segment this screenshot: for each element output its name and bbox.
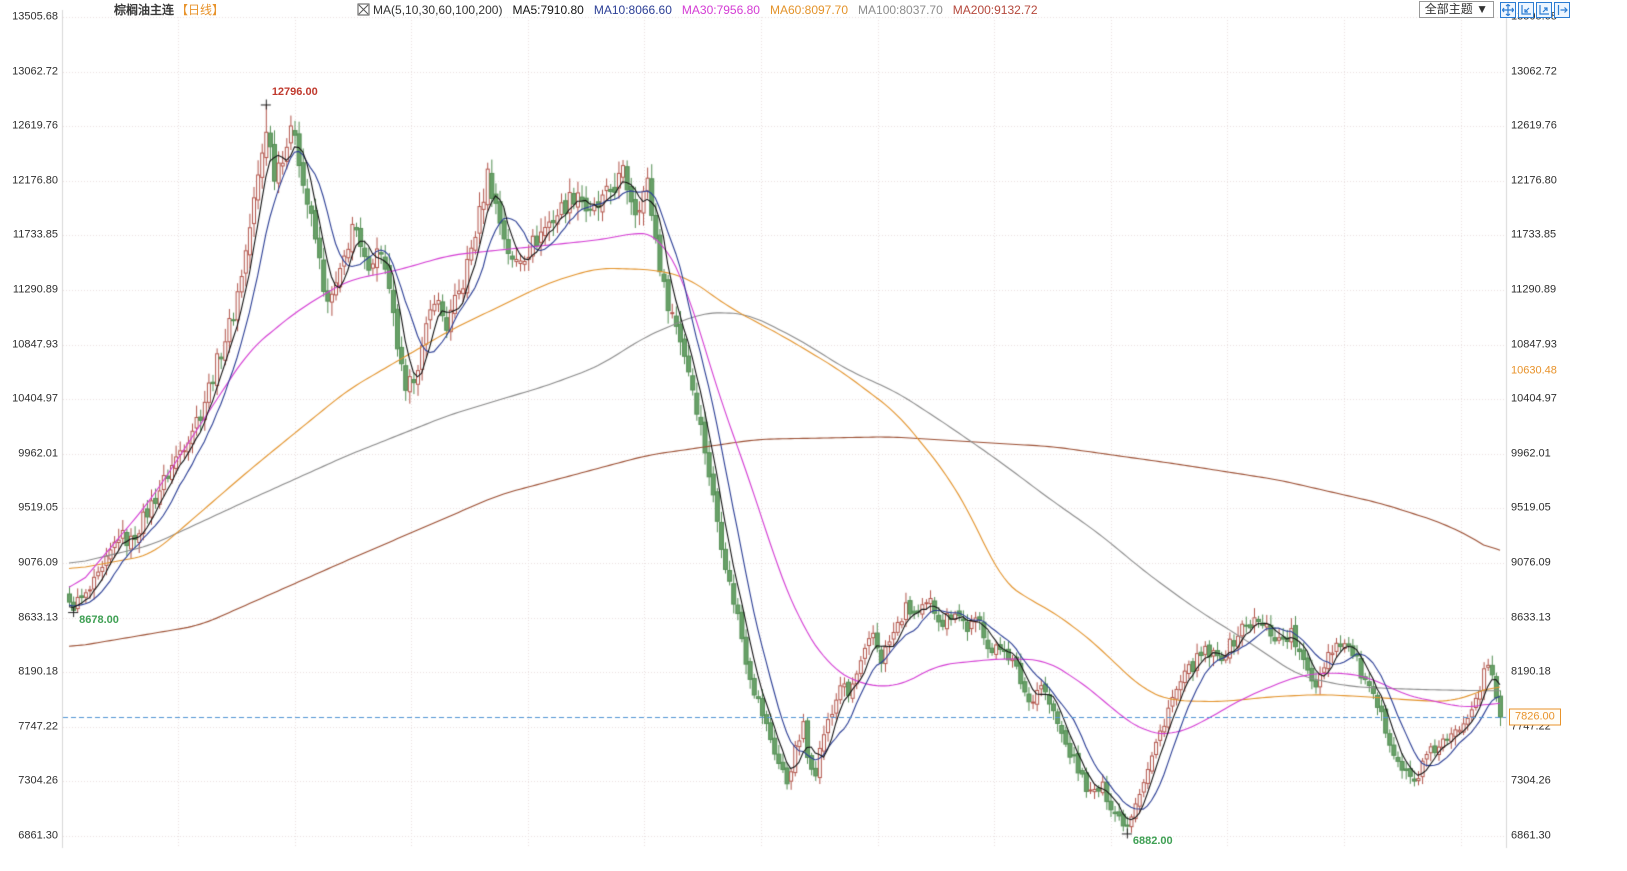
chart-controls: 全部主题 ▼ (1418, 1, 1570, 18)
zoom-out-icon[interactable] (1518, 1, 1534, 18)
chart-header: 棕榈油主连 【日线】 MA(5,10,30,60,100,200) MA5:79… (0, 0, 1627, 19)
y-axis-label-right: 12176.80 (1511, 174, 1557, 187)
ma-legend: MA5:7910.80 MA10:8066.60 MA30:7956.80 MA60:… (502, 3, 1037, 17)
extra-price-label: 10630.48 (1511, 364, 1557, 377)
y-axis-label-left: 10404.97 (12, 392, 58, 405)
y-axis-label-left: 9962.01 (18, 447, 58, 460)
y-axis-label-right: 11733.85 (1511, 228, 1557, 241)
theme-selector-button[interactable]: 全部主题 ▼ (1418, 1, 1494, 18)
y-axis-label-right: 7304.26 (1511, 774, 1551, 787)
y-axis-label-right: 9076.09 (1511, 556, 1551, 569)
y-axis-label-left: 9076.09 (18, 556, 58, 569)
low-price-marker: 8678.00 (79, 614, 119, 627)
y-axis-label-left: 13505.68 (12, 10, 58, 23)
ma-legend-ma60: MA60:8097.70 (769, 2, 849, 17)
indicator-icon (357, 3, 370, 16)
y-axis-label-left: 11290.89 (12, 283, 58, 296)
y-axis-label-right: 9962.01 (1511, 447, 1551, 460)
y-axis-label-left: 8190.18 (18, 665, 58, 678)
y-axis-label-right: 8190.18 (1511, 665, 1551, 678)
y-axis-label-left: 9519.05 (18, 501, 58, 514)
zoom-in-icon[interactable] (1536, 1, 1552, 18)
ma-legend-ma5: MA5:7910.80 (512, 2, 584, 17)
y-axis-label-right: 13062.72 (1511, 65, 1557, 78)
y-axis-label-left: 11733.85 (12, 228, 58, 241)
high-price-marker: 12796.00 (271, 86, 318, 99)
pan-right-icon[interactable] (1554, 1, 1570, 18)
y-axis-label-right: 10404.97 (1511, 392, 1557, 405)
y-axis-label-right: 12619.76 (1511, 119, 1557, 132)
y-axis-label-right: 9519.05 (1511, 501, 1551, 514)
y-axis-label-right: 7747.22 (1511, 720, 1551, 733)
y-axis-label-right: 11290.89 (1511, 283, 1557, 296)
y-axis-label-left: 10847.93 (12, 338, 58, 351)
last-price-label: 7826.00 (1509, 708, 1561, 726)
y-axis-label-right: 6861.30 (1511, 829, 1551, 842)
low-price-marker: 6882.00 (1132, 835, 1173, 848)
period-tag[interactable]: 【日线】 (176, 3, 225, 17)
y-axis-label-right: 10847.93 (1511, 338, 1557, 351)
y-axis-label-right: 8633.13 (1511, 611, 1551, 624)
ma-legend-ma200: MA200:9132.72 (952, 2, 1038, 17)
y-axis-label-left: 7304.26 (18, 774, 58, 787)
symbol-title: 棕榈油主连 (114, 3, 175, 17)
y-axis-label-left: 7747.22 (18, 720, 58, 733)
y-axis-label-left: 6861.30 (18, 829, 58, 842)
crosshair-icon[interactable] (1500, 1, 1516, 18)
ma-legend-ma30: MA30:7956.80 (681, 2, 760, 17)
y-axis-label-left: 12619.76 (12, 119, 58, 132)
ma-legend-ma100: MA100:8037.70 (858, 2, 943, 17)
ma-group-label: MA(5,10,30,60,100,200) (373, 2, 503, 17)
y-axis-label-left: 13062.72 (12, 65, 58, 78)
ma-legend-ma10: MA10:8066.60 (593, 2, 672, 17)
y-axis-label-left: 8633.13 (18, 611, 58, 624)
y-axis-label-left: 12176.80 (12, 174, 58, 187)
